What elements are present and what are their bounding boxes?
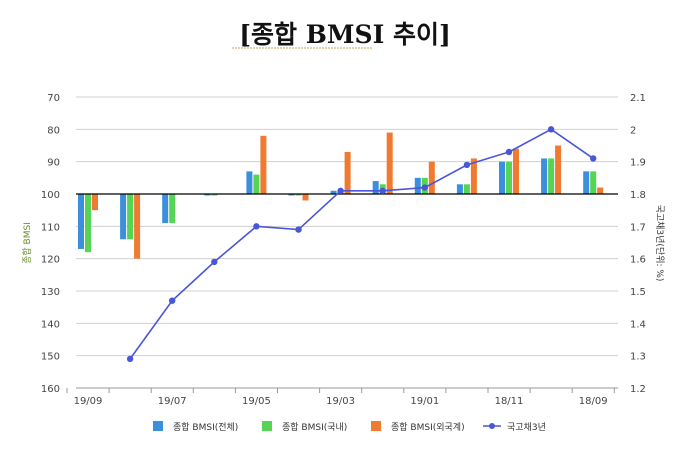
- bar: [162, 194, 169, 224]
- legend-swatch: [371, 421, 381, 431]
- bar: [204, 194, 211, 196]
- y-right-tick-label: 1.4: [630, 319, 646, 330]
- x-tick-label: 19/07: [158, 396, 187, 407]
- bar: [386, 132, 393, 194]
- bar: [92, 194, 98, 211]
- y-left-tick-label: 80: [47, 125, 60, 136]
- bar: [372, 181, 379, 194]
- legend-swatch: [262, 421, 272, 431]
- legend-label: 종합 BMSI(국내): [282, 422, 347, 433]
- y-left-tick-label: 140: [41, 319, 60, 330]
- line-point: [295, 226, 302, 233]
- y-right-tick-label: 1.6: [630, 255, 646, 266]
- line-point: [547, 126, 555, 133]
- legend-label: 국고채3년: [507, 422, 546, 433]
- y-left-tick-label: 100: [41, 190, 60, 201]
- line-point: [211, 258, 218, 266]
- bar: [344, 151, 351, 194]
- y-left-tick-label: 90: [47, 158, 60, 169]
- line-path: [129, 128, 594, 360]
- bar: [169, 194, 176, 224]
- legend-label: 종합 BMSI(외국계): [391, 421, 465, 433]
- legend-label: 종합 BMSI(전체): [173, 422, 238, 433]
- y-right-tick-label: 1.9: [630, 158, 646, 169]
- line-point: [463, 161, 471, 169]
- bar: [246, 171, 253, 194]
- y-left-tick-label: 160: [41, 384, 60, 395]
- y-left-tick-label: 70: [47, 93, 60, 104]
- y-right-tick-label: 1.5: [630, 287, 646, 298]
- line-point: [379, 187, 386, 194]
- bar: [470, 158, 477, 194]
- y-left-tick-label: 130: [41, 287, 60, 298]
- y-right-tick-label: 1.2: [630, 384, 646, 395]
- y-right-tick-label: 1.8: [630, 190, 646, 201]
- bar: [295, 194, 302, 196]
- bar: [541, 158, 548, 194]
- bar: [548, 158, 555, 194]
- bar: [414, 177, 421, 194]
- bar: [211, 194, 218, 196]
- x-tick-label: 18/11: [495, 396, 524, 407]
- bar: [597, 187, 604, 194]
- bar: [583, 171, 590, 194]
- bar: [260, 135, 267, 194]
- bar: [513, 148, 519, 194]
- bar: [463, 184, 470, 194]
- y-right-tick-label: 1.3: [630, 352, 646, 363]
- x-tick-label: 19/05: [242, 396, 271, 407]
- grid: [76, 96, 618, 389]
- line-point: [169, 297, 176, 304]
- y-right-tick-label: 2.1: [630, 93, 646, 104]
- line-point: [505, 148, 513, 156]
- y-right-tick-label: 1.7: [630, 222, 646, 233]
- y-right-tick-label: 2: [630, 125, 636, 136]
- bar: [127, 194, 134, 240]
- legend-marker: [489, 423, 495, 429]
- x-tick-label: 19/01: [410, 396, 439, 407]
- y-axis-right-label: 국고채3년(단위: %): [654, 205, 665, 282]
- bar: [134, 194, 141, 259]
- bar: [428, 161, 435, 194]
- line-point: [421, 184, 428, 191]
- x-tick-label: 19/03: [326, 396, 355, 407]
- bar: [456, 184, 463, 194]
- bar: [330, 190, 337, 194]
- legend-swatch: [153, 421, 163, 431]
- x-tick-label: 19/09: [74, 396, 103, 407]
- line-point: [337, 187, 344, 194]
- bar: [85, 194, 91, 253]
- bar: [120, 194, 127, 240]
- bar: [590, 171, 597, 194]
- bar: [253, 174, 260, 194]
- y-left-tick-label: 150: [41, 352, 60, 363]
- bar: [555, 145, 562, 194]
- bars: [76, 132, 618, 259]
- line-point: [590, 155, 597, 162]
- bar: [499, 161, 505, 194]
- y-axis-left-label: 종합 BMSI: [22, 222, 33, 264]
- line-point: [253, 223, 260, 230]
- y-left-tick-label: 120: [41, 255, 60, 266]
- bar: [506, 161, 512, 194]
- bar: [288, 194, 295, 196]
- y-left-tick-label: 110: [41, 222, 60, 233]
- legend: 종합 BMSI(전체) 종합 BMSI(국내) 종합 BMSI(외국계) 국고채3년: [153, 421, 546, 433]
- bar: [302, 194, 309, 201]
- axes: 70 80 90 100 110 120 130 140 150 160 2.1 2 1.9 1.8 1.7…: [41, 93, 646, 407]
- line-point: [126, 355, 134, 363]
- bar: [78, 194, 84, 249]
- chart-title: [종합 BMSI 추이]: [239, 20, 451, 49]
- line-series: [126, 126, 597, 363]
- x-tick-label: 18/09: [579, 396, 608, 407]
